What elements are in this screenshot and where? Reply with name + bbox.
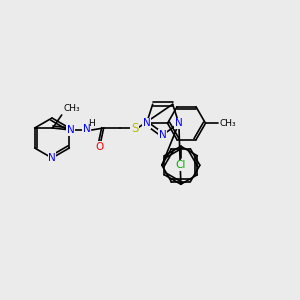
Text: N: N bbox=[142, 118, 150, 128]
Text: N: N bbox=[48, 153, 56, 163]
Text: H: H bbox=[88, 119, 95, 128]
Text: CH₃: CH₃ bbox=[220, 119, 236, 128]
Text: N: N bbox=[67, 125, 75, 135]
Text: O: O bbox=[96, 142, 104, 152]
Text: N: N bbox=[159, 130, 167, 140]
Text: CH₃: CH₃ bbox=[64, 104, 80, 113]
Text: N: N bbox=[175, 118, 183, 128]
Text: Cl: Cl bbox=[176, 160, 186, 170]
Text: N: N bbox=[83, 124, 91, 134]
Text: S: S bbox=[131, 122, 138, 134]
